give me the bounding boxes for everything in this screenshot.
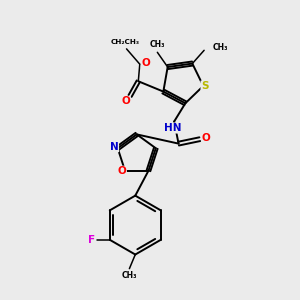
Text: CH₃: CH₃: [150, 40, 165, 50]
Text: CH₃: CH₃: [122, 271, 137, 280]
Text: F: F: [88, 235, 95, 245]
Text: CH₃: CH₃: [212, 43, 228, 52]
Text: O: O: [202, 133, 211, 143]
Text: S: S: [201, 81, 208, 91]
Text: O: O: [141, 58, 150, 68]
Text: O: O: [121, 96, 130, 106]
Text: HN: HN: [164, 123, 182, 133]
Text: O: O: [118, 166, 126, 176]
Text: CH₂CH₃: CH₂CH₃: [111, 39, 140, 45]
Text: N: N: [110, 142, 118, 152]
